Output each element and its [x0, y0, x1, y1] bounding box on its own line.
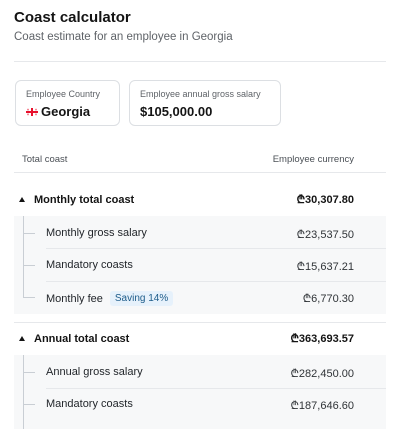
monthly-mandatory-coasts-label: Mandatory coasts — [46, 259, 133, 271]
employee-country-label: Employee Country — [26, 89, 101, 99]
tree-branch — [23, 372, 35, 373]
table-header-divider — [14, 172, 386, 173]
row-divider — [46, 248, 386, 249]
page-title: Coast calculator — [14, 9, 131, 26]
employee-country-value: Georgia — [41, 104, 91, 119]
row-divider — [46, 281, 386, 282]
collapse-caret-icon[interactable] — [19, 336, 25, 341]
annual-mandatory-coasts-label: Mandatory coasts — [46, 398, 133, 410]
column-header-employee-currency: Employee currency — [272, 154, 354, 165]
list-item: Annual gross salary ₾282,450.00 — [46, 356, 354, 388]
annual-total-value: ₾363,693.57 — [290, 333, 354, 345]
monthly-total-row[interactable]: Monthly total coast ₾30,307.80 — [14, 183, 386, 216]
georgia-flag-icon — [26, 107, 38, 116]
annual-breakdown — [14, 355, 386, 429]
annual-mandatory-coasts-value: ₾187,646.60 — [290, 400, 354, 412]
monthly-breakdown — [14, 216, 386, 314]
employee-salary-input[interactable]: Employee annual gross salary $105,000.00 — [129, 80, 281, 126]
list-item: Mandatory coasts ₾15,637.21 — [46, 249, 354, 281]
employee-country-select[interactable]: Employee Country Georgia — [15, 80, 120, 126]
collapse-caret-icon[interactable] — [19, 197, 25, 202]
annual-gross-salary-value: ₾282,450.00 — [290, 368, 354, 380]
monthly-gross-salary-label: Monthly gross salary — [46, 227, 147, 239]
employee-salary-label: Employee annual gross salary — [140, 89, 261, 99]
monthly-total-label: Monthly total coast — [34, 193, 135, 206]
tree-branch — [23, 233, 35, 234]
tree-connector — [23, 355, 24, 429]
annual-gross-salary-label: Annual gross salary — [46, 366, 143, 378]
list-item: Monthly fee Saving 14% ₾6,770.30 — [46, 281, 354, 313]
annual-total-row[interactable]: Annual total coast ₾363,693.57 — [14, 322, 386, 355]
tree-connector — [23, 216, 24, 298]
section-divider — [14, 322, 386, 323]
column-header-total-coast: Total coast — [22, 154, 68, 165]
header-divider — [14, 61, 386, 62]
monthly-mandatory-coasts-value: ₾15,637.21 — [296, 261, 354, 273]
tree-branch — [23, 297, 35, 298]
employee-salary-value: $105,000.00 — [140, 104, 213, 119]
annual-total-label: Annual total coast — [34, 332, 130, 345]
saving-badge: Saving 14% — [109, 291, 174, 306]
monthly-fee-label: Monthly fee — [46, 292, 103, 305]
list-item: Mandatory coasts ₾187,646.60 — [46, 388, 354, 420]
monthly-fee-value: ₾6,770.30 — [302, 293, 354, 305]
row-divider — [46, 388, 386, 389]
tree-branch — [23, 404, 35, 405]
monthly-gross-salary-value: ₾23,537.50 — [296, 229, 354, 241]
list-item: Monthly gross salary ₾23,537.50 — [46, 217, 354, 249]
page-subtitle: Coast estimate for an employee in Georgi… — [14, 31, 233, 43]
tree-branch — [23, 265, 35, 266]
monthly-total-value: ₾30,307.80 — [296, 194, 354, 206]
